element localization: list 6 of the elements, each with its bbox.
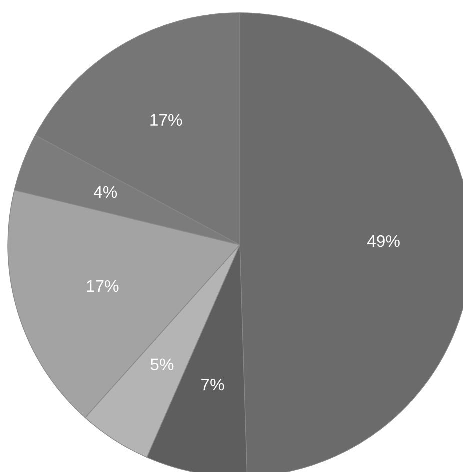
data-label: 4% xyxy=(94,186,118,198)
data-label: 17% xyxy=(150,114,182,126)
data-label: 5% xyxy=(150,358,174,370)
data-label: 7% xyxy=(202,378,224,391)
data-label: 49% xyxy=(368,235,400,248)
data-label: 17% xyxy=(87,280,119,292)
